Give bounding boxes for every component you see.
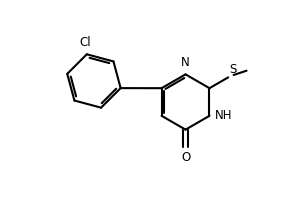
Text: S: S (229, 63, 237, 76)
Text: NH: NH (215, 109, 232, 122)
Text: O: O (181, 151, 190, 164)
Text: Cl: Cl (79, 36, 91, 49)
Text: N: N (181, 56, 190, 69)
